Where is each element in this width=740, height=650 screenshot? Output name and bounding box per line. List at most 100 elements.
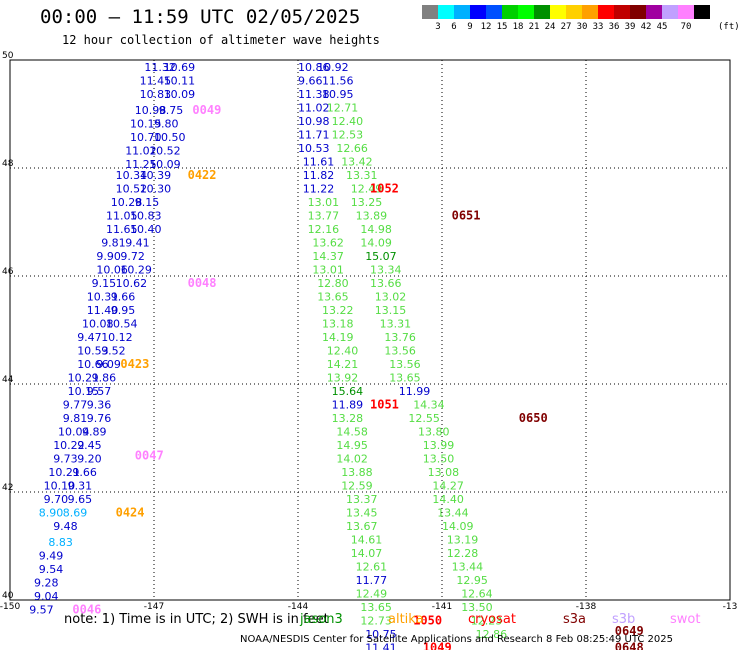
color-scale-tick: 12 xyxy=(480,22,492,32)
wave-height-value: 9.89 xyxy=(82,425,107,438)
wave-height-value: 10.66 xyxy=(77,358,109,371)
color-scale-tick: 70 xyxy=(680,22,692,32)
wave-height-value: 13.31 xyxy=(380,317,412,330)
wave-height-value: 13.45 xyxy=(346,506,378,519)
wave-height-value: 13.65 xyxy=(317,290,349,303)
wave-height-value: 10.04 xyxy=(58,425,90,438)
pass-time-label: 0649 xyxy=(615,624,644,638)
wave-height-value: 10.12 xyxy=(101,331,133,344)
wave-height-value: 14.95 xyxy=(336,439,368,452)
wave-height-value: 9.66 xyxy=(298,74,323,87)
wave-height-value: 13.28 xyxy=(332,412,364,425)
wave-height-value: 8.90 xyxy=(39,506,64,519)
wave-height-value: 9.70 xyxy=(44,493,69,506)
wave-height-value: 10.28 xyxy=(111,196,143,209)
wave-height-value: 13.42 xyxy=(341,155,373,168)
wave-height-value: 14.07 xyxy=(351,547,383,560)
wave-height-value: 9.57 xyxy=(87,385,112,398)
wave-height-value: 12.61 xyxy=(356,560,388,573)
color-scale-swatch xyxy=(566,5,582,19)
wave-height-value: 12.95 xyxy=(456,574,488,587)
wave-height-value: 9.49 xyxy=(39,550,64,563)
wave-height-value: 13.88 xyxy=(341,466,373,479)
wave-height-value: 14.09 xyxy=(360,236,392,249)
wave-height-value: 12.49 xyxy=(351,182,383,195)
wave-height-value: 11.05 xyxy=(106,209,138,222)
wave-height-value: 10.09 xyxy=(164,88,196,101)
color-scale-swatch xyxy=(614,5,630,19)
wave-height-value: 11.45 xyxy=(140,74,172,87)
wave-height-value: 9.28 xyxy=(34,577,59,590)
pass-time-label: 0048 xyxy=(188,276,217,290)
wave-height-value: 13.50 xyxy=(461,601,493,614)
wave-height-value: 9.66 xyxy=(111,290,136,303)
wave-height-value: 10.54 xyxy=(106,317,138,330)
wave-height-value: 10.31 xyxy=(87,290,119,303)
wave-height-value: 12.73 xyxy=(360,614,392,627)
wave-height-value: 10.95 xyxy=(322,88,354,101)
wave-height-value: 9.15 xyxy=(135,196,160,209)
wave-height-value: 12.71 xyxy=(327,101,359,114)
pass-time-label: 0651 xyxy=(452,208,481,222)
pass-time-label: 0422 xyxy=(188,168,217,182)
wave-height-value: 9.90 xyxy=(96,250,121,263)
pass-time-label: 0046 xyxy=(72,603,101,617)
wave-height-value: 11.89 xyxy=(332,398,364,411)
wave-height-value: 13.80 xyxy=(418,425,450,438)
pass-time-label: 1051 xyxy=(370,397,399,411)
x-axis-tick-label: -147 xyxy=(144,602,164,612)
x-axis-tick-label: -141 xyxy=(432,602,452,612)
color-scale-swatch xyxy=(662,5,678,19)
wave-height-value: 13.08 xyxy=(428,466,460,479)
page-title: 00:00 — 11:59 UTC 02/05/2025 xyxy=(40,6,361,28)
wave-height-value: 13.18 xyxy=(322,317,354,330)
wave-height-value: 14.27 xyxy=(432,479,464,492)
page-subtitle: 12 hour collection of altimeter wave hei… xyxy=(62,33,380,47)
wave-height-value: 14.21 xyxy=(327,358,359,371)
color-scale-tick: 33 xyxy=(592,22,604,32)
wave-height-value: 12.66 xyxy=(336,142,368,155)
wave-height-value: 12.80 xyxy=(317,277,349,290)
wave-height-value: 13.50 xyxy=(423,452,455,465)
wave-height-value: 14.40 xyxy=(432,493,464,506)
wave-height-value: 9.52 xyxy=(101,344,126,357)
wave-height-value: 13.65 xyxy=(389,371,421,384)
wave-height-value: 8.69 xyxy=(63,506,88,519)
pass-time-label: 1050 xyxy=(413,613,442,627)
pass-time-label: 0049 xyxy=(192,103,221,117)
wave-height-value: 12.53 xyxy=(332,128,364,141)
wave-height-value: 10.10 xyxy=(44,479,76,492)
wave-height-value: 12.55 xyxy=(408,412,440,425)
wave-height-value: 10.22 xyxy=(53,439,84,452)
wave-height-value: 13.22 xyxy=(322,304,354,317)
wave-height-value: 11.77 xyxy=(356,574,388,587)
wave-height-value: 10.08 xyxy=(82,317,114,330)
color-scale-swatch xyxy=(694,5,710,19)
wave-height-value: 10.50 xyxy=(154,131,186,144)
wave-height-value: 9.31 xyxy=(68,479,93,492)
wave-height-value: 12.23 xyxy=(471,614,503,627)
wave-height-value: 11.38 xyxy=(298,88,330,101)
wave-height-value: 9.15 xyxy=(92,277,117,290)
legend-item-altika: altika xyxy=(388,612,424,627)
color-scale-tick: 36 xyxy=(608,22,620,32)
wave-height-value: 10.34 xyxy=(116,169,148,182)
wave-height-value: 10.21 xyxy=(68,371,100,384)
color-scale-swatch xyxy=(582,5,598,19)
wave-height-value: 13.01 xyxy=(312,263,344,276)
color-scale-tick: 30 xyxy=(576,22,588,32)
color-scale-swatch xyxy=(646,5,662,19)
wave-height-value: 13.77 xyxy=(308,209,340,222)
wave-height-value: 13.02 xyxy=(375,290,407,303)
pass-time-label: 0423 xyxy=(120,357,149,371)
wave-height-value: 9.72 xyxy=(120,250,144,263)
wave-height-value: 11.61 xyxy=(303,155,335,168)
wave-height-value: 12.40 xyxy=(332,115,364,128)
wave-height-value: 10.92 xyxy=(317,61,349,74)
wave-height-value: 9.65 xyxy=(68,493,93,506)
color-scale-tick: 42 xyxy=(640,22,652,32)
color-scale-tick: 21 xyxy=(528,22,540,32)
pass-time-label: 0648 xyxy=(615,640,644,650)
wave-height-value: 9.04 xyxy=(34,590,59,603)
